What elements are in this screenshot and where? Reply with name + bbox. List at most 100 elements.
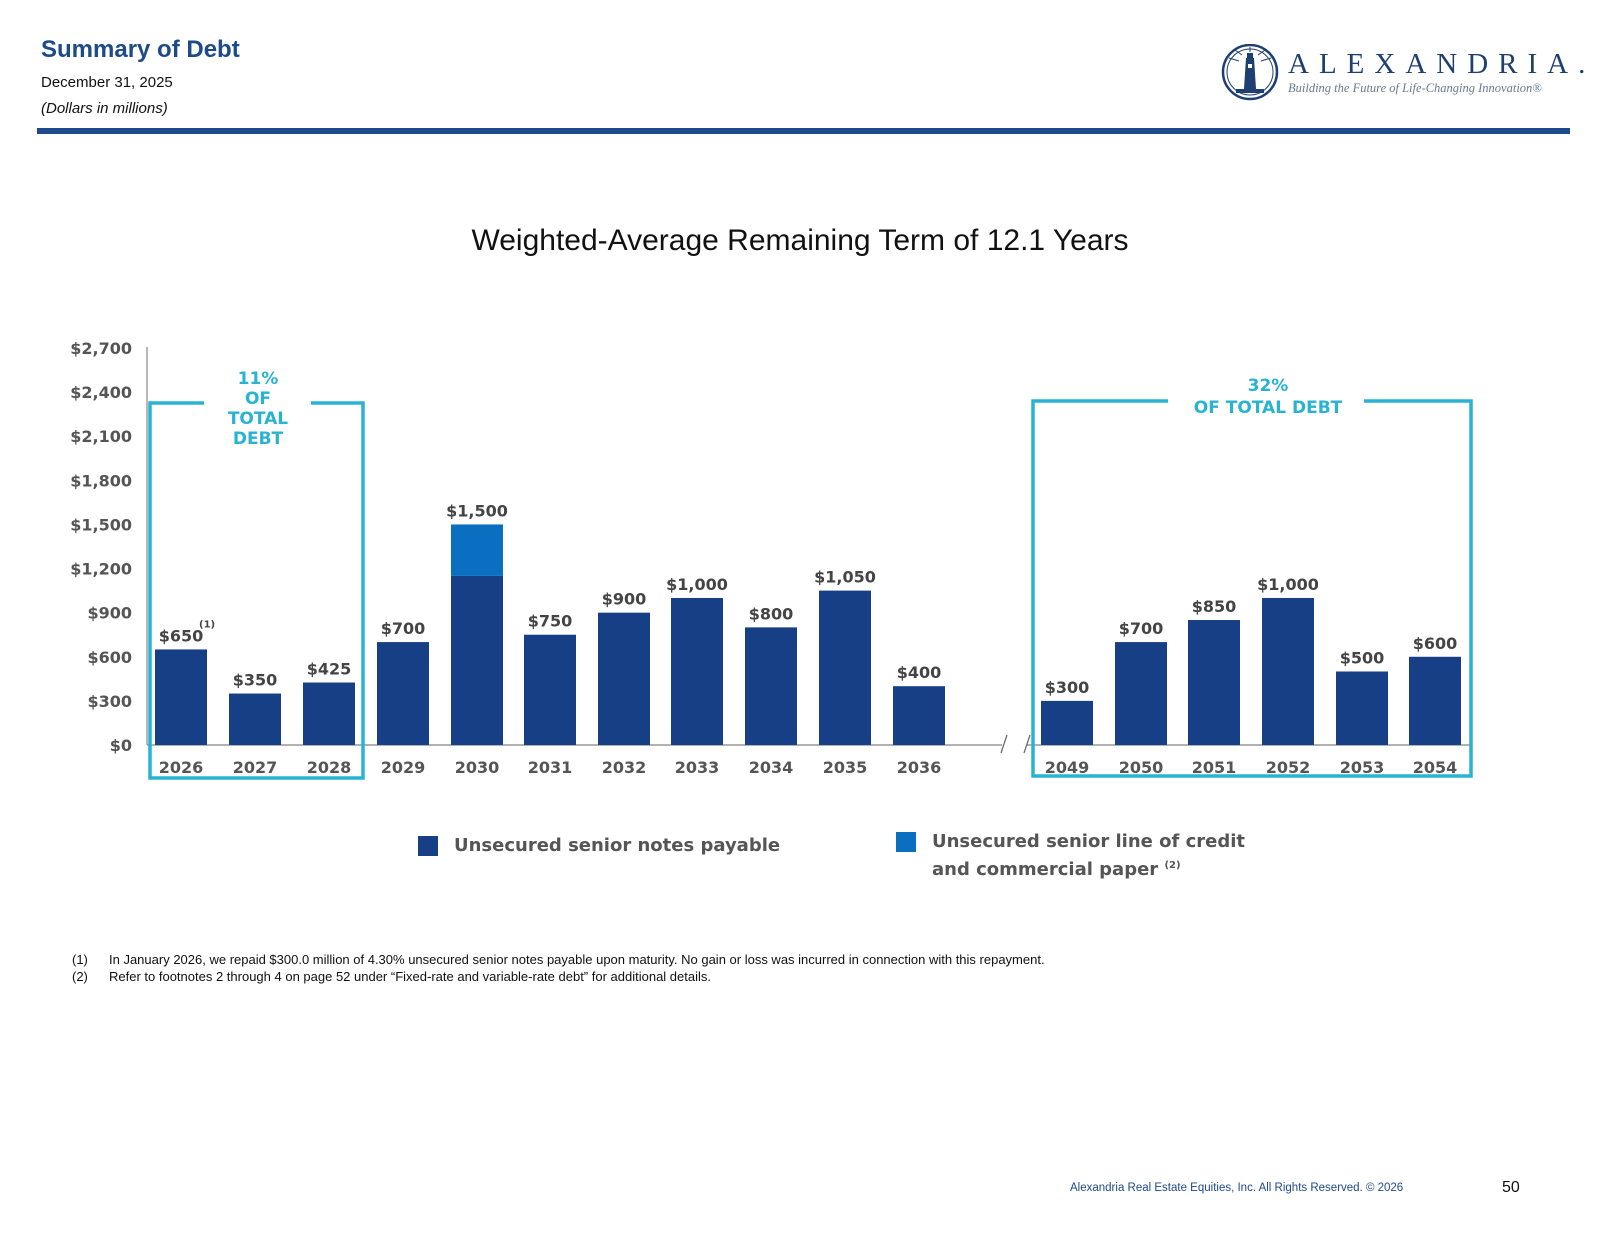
bar-notes-payable: [1041, 700, 1093, 745]
bar-notes-payable: [377, 642, 429, 745]
x-tick-label: 2049: [1045, 758, 1090, 777]
bar-notes-payable: [303, 682, 355, 745]
callout-box-near-term: [148, 401, 365, 780]
copyright: Alexandria Real Estate Equities, Inc. Al…: [1070, 1182, 1404, 1194]
y-tick-label: $2,100: [70, 427, 132, 446]
callout-label-near-term: TOTAL: [228, 409, 288, 429]
bar-notes-payable: [893, 686, 945, 745]
y-tick-label: $600: [87, 648, 132, 667]
footnotes: (1) In January 2026, we repaid $300.0 mil…: [72, 951, 1045, 985]
callout-box-long-term: [1031, 399, 1473, 778]
x-tick-label: 2034: [749, 758, 794, 777]
y-tick-label: $900: [87, 604, 132, 623]
bar-notes-payable: [1262, 597, 1314, 745]
x-tick-label: 2053: [1340, 758, 1385, 777]
bar-notes-payable: [524, 634, 576, 745]
callout-label-long-term: OF TOTAL DEBT: [1194, 398, 1343, 418]
data-label: $750: [528, 612, 573, 631]
x-tick-label: 2052: [1266, 758, 1311, 777]
data-label: $850: [1192, 597, 1237, 616]
x-tick-label: 2026: [159, 758, 204, 777]
data-label: $600: [1413, 634, 1458, 653]
callout-label-near-term: DEBT: [233, 429, 284, 449]
footnote-1-num: (1): [72, 952, 88, 967]
axis-break-mark: [1000, 734, 1008, 754]
x-tick-label: 2035: [823, 758, 868, 777]
data-label: $425: [307, 660, 352, 679]
data-label: $650: [159, 626, 204, 645]
legend-label-credit: Unsecured senior line of credit and comm…: [932, 830, 1245, 882]
y-tick-label: $2,700: [70, 339, 132, 358]
x-tick-label: 2051: [1192, 758, 1237, 777]
bar-notes-payable: [819, 590, 871, 745]
data-label-footnote: (1): [199, 619, 215, 630]
x-tick-label: 2027: [233, 758, 278, 777]
bar-line-of-credit: [451, 524, 503, 576]
page-number: 50: [1502, 1179, 1520, 1196]
header-rule: [37, 128, 1570, 134]
bar-notes-payable: [1409, 656, 1461, 745]
chart-title: Weighted-Average Remaining Term of 12.1 …: [471, 224, 1129, 257]
bar-notes-payable: [155, 649, 207, 745]
footnote-2: (2) Refer to footnotes 2 through 4 on pag…: [72, 968, 1045, 985]
bar-notes-payable: [671, 597, 723, 745]
bar-notes-payable: [598, 612, 650, 745]
data-label: $700: [1119, 619, 1164, 638]
data-label: $900: [602, 590, 647, 609]
legend-footnote-ref: (2): [1164, 860, 1181, 871]
axis-break-mark: [1023, 734, 1031, 754]
x-tick-label: 2054: [1413, 758, 1458, 777]
x-tick-label: 2030: [455, 758, 500, 777]
report-date: December 31, 2025: [41, 74, 173, 91]
y-tick-label: $2,400: [70, 383, 132, 402]
data-label: $1,500: [446, 501, 508, 520]
y-tick-label: $1,800: [70, 471, 132, 490]
footnote-2-text: Refer to footnotes 2 through 4 on page 5…: [109, 969, 711, 984]
data-label: $350: [233, 671, 278, 690]
data-label: $400: [897, 663, 942, 682]
legend-label-credit-line2: and commercial paper: [932, 859, 1159, 880]
callout-label-near-term: 11%: [238, 369, 279, 389]
x-tick-label: 2036: [897, 758, 942, 777]
page-title: Summary of Debt: [41, 36, 240, 63]
legend-swatch-credit: [896, 832, 916, 852]
units-note: (Dollars in millions): [41, 100, 168, 117]
legend-label-credit-line1: Unsecured senior line of credit: [932, 831, 1245, 852]
x-tick-label: 2032: [602, 758, 647, 777]
data-label: $700: [381, 619, 426, 638]
data-label: $1,000: [666, 575, 728, 594]
callout-label-near-term: OF: [245, 389, 271, 409]
y-tick-label: $1,500: [70, 515, 132, 534]
company-logo: ALEXANDRIA. Building the Future of Life-…: [1220, 43, 1585, 104]
callout-label-long-term: 32%: [1248, 376, 1289, 396]
x-tick-label: 2028: [307, 758, 352, 777]
footnote-2-num: (2): [72, 969, 88, 984]
data-label: $500: [1340, 648, 1385, 667]
legend-swatch-notes: [418, 836, 438, 856]
bar-notes-payable: [745, 627, 797, 745]
data-label: $1,050: [814, 568, 876, 587]
bar-notes-payable: [1336, 671, 1388, 745]
lighthouse-logo-icon: [1221, 43, 1279, 101]
logo-tagline: Building the Future of Life-Changing Inn…: [1288, 81, 1542, 95]
footnote-1: (1) In January 2026, we repaid $300.0 mil…: [72, 951, 1045, 968]
x-tick-label: 2050: [1119, 758, 1164, 777]
y-tick-label: $0: [110, 736, 132, 755]
data-label: $1,000: [1257, 575, 1319, 594]
logo-wordmark: ALEXANDRIA.: [1288, 48, 1596, 80]
bar-notes-payable: [1115, 642, 1167, 745]
bar-notes-payable: [229, 693, 281, 745]
data-label: $300: [1045, 678, 1090, 697]
legend-label-notes: Unsecured senior notes payable: [454, 835, 781, 856]
bar-notes-payable: [1188, 620, 1240, 745]
footnote-1-text: In January 2026, we repaid $300.0 millio…: [109, 952, 1045, 967]
x-tick-label: 2033: [675, 758, 720, 777]
x-tick-label: 2029: [381, 758, 426, 777]
x-tick-label: 2031: [528, 758, 573, 777]
data-label: $800: [749, 604, 794, 623]
debt-maturity-chart: $0 $300 $600 $900 $1,200 $1,500 $1,800 $2,100 $2…: [70, 339, 1473, 780]
bar-notes-payable: [451, 575, 503, 745]
y-tick-label: $1,200: [70, 560, 132, 579]
y-tick-label: $300: [87, 692, 132, 711]
